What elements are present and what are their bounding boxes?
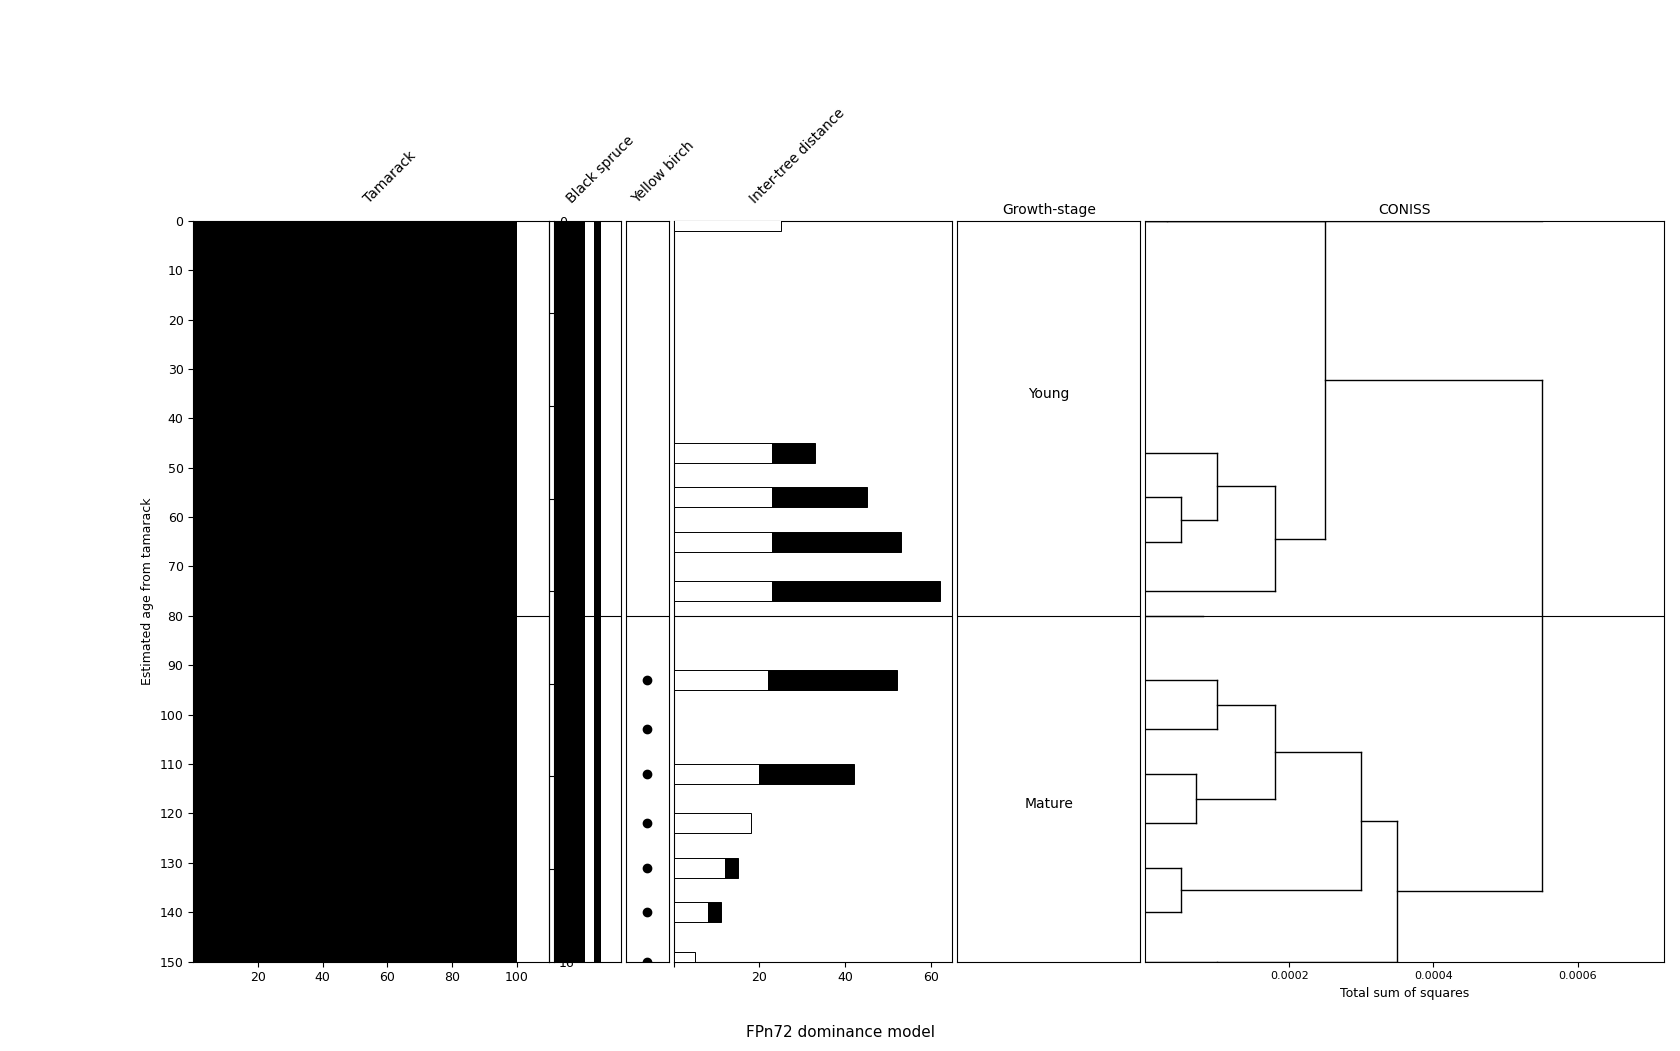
Text: Black spruce: Black spruce <box>564 133 637 206</box>
Text: Tamarack: Tamarack <box>361 148 418 206</box>
Text: Young: Young <box>1028 387 1068 400</box>
Y-axis label: Diameter class (inches): Diameter class (inches) <box>580 517 593 665</box>
Y-axis label: Estimated age from tamarack: Estimated age from tamarack <box>141 497 155 685</box>
Bar <box>759 764 853 784</box>
Bar <box>771 444 815 462</box>
Bar <box>554 221 585 962</box>
Bar <box>724 858 738 878</box>
Bar <box>674 764 759 784</box>
Bar <box>674 488 771 508</box>
Text: Yellow birch: Yellow birch <box>628 139 696 206</box>
Text: Inter-tree distance: Inter-tree distance <box>748 106 847 206</box>
X-axis label: Total sum of squares: Total sum of squares <box>1339 987 1468 1000</box>
Bar <box>674 858 724 878</box>
Text: FPn72 dominance model: FPn72 dominance model <box>746 1026 934 1040</box>
Bar <box>674 813 751 833</box>
Bar <box>768 671 895 689</box>
Bar <box>771 532 900 552</box>
Bar <box>674 903 707 922</box>
Bar <box>595 221 601 962</box>
Text: Growth-stage: Growth-stage <box>1001 203 1095 217</box>
Bar <box>674 581 771 601</box>
Bar <box>674 211 781 230</box>
Text: CONISS: CONISS <box>1378 203 1430 217</box>
Bar <box>674 671 768 689</box>
Bar <box>771 581 939 601</box>
Bar <box>674 532 771 552</box>
Bar <box>771 488 867 508</box>
Bar <box>674 952 696 971</box>
Bar <box>707 903 721 922</box>
Bar <box>674 444 771 462</box>
Text: Mature: Mature <box>1023 797 1072 810</box>
